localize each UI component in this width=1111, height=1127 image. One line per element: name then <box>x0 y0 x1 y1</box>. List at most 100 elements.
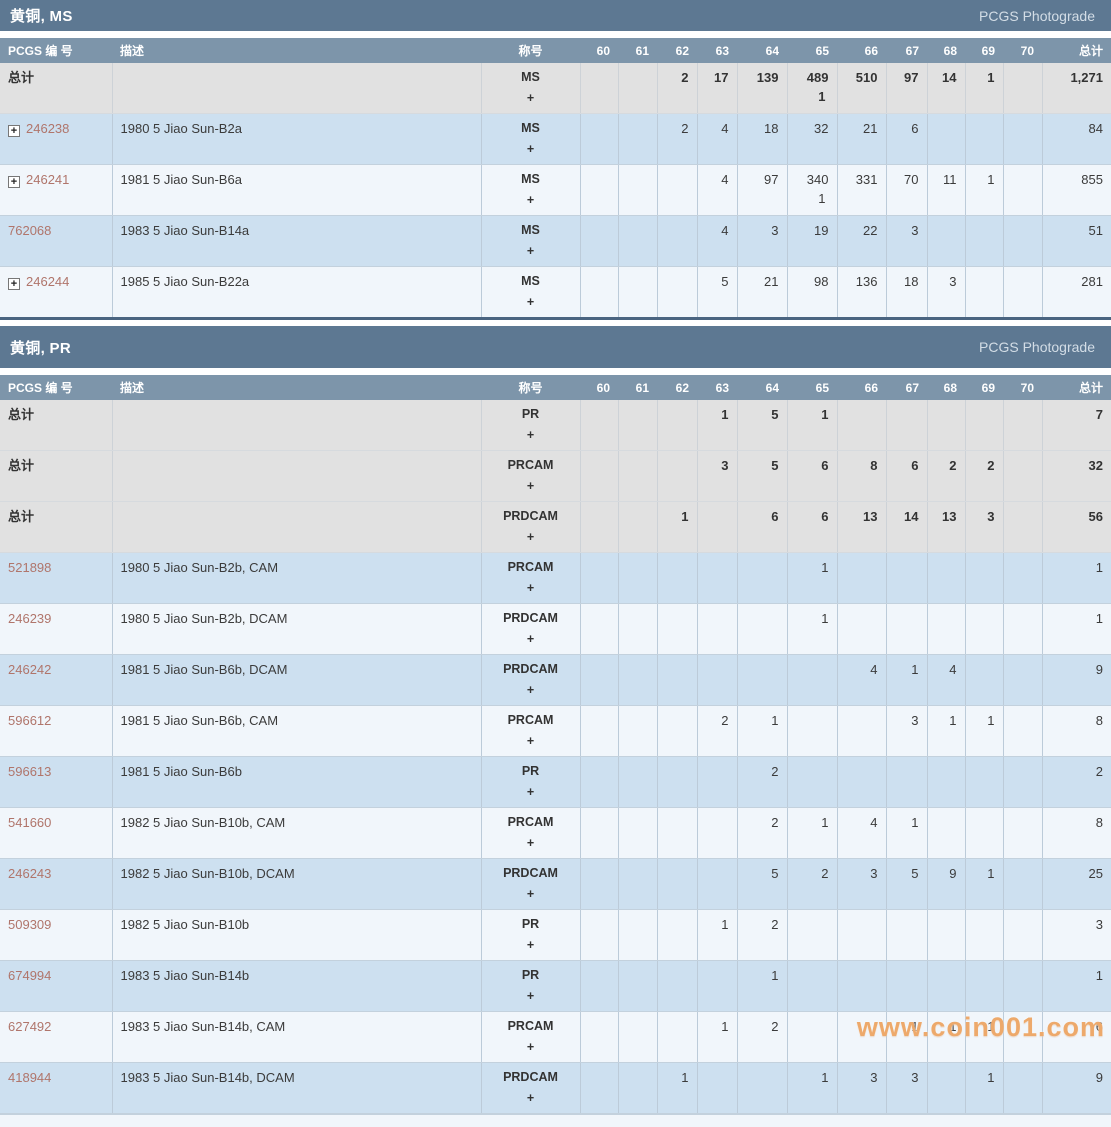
pcgs-number-link[interactable]: 627492 <box>8 1019 52 1034</box>
grade-cell-63 <box>697 858 738 910</box>
grade-cell-65: 1 <box>787 552 838 604</box>
pcgs-number-link[interactable]: 521898 <box>8 560 52 575</box>
row-total-cell: 32 <box>1042 450 1111 502</box>
pcgs-number-link[interactable]: 246241 <box>26 172 70 187</box>
grade-cell-62 <box>657 807 698 859</box>
grade-cell-66: 136 <box>837 266 887 319</box>
description-cell: 1982 5 Jiao Sun-B10b, CAM <box>112 807 482 859</box>
grade-cell-67: 97 <box>886 63 928 114</box>
grade-cell-63 <box>697 603 738 655</box>
pcgs-number-cell: 509309 <box>0 909 113 961</box>
photograde-label: PCGS Photograde <box>979 339 1095 355</box>
grade-cell-69 <box>965 400 1004 451</box>
pcgs-number-link[interactable]: 246238 <box>26 121 70 136</box>
grade-cell-64: 5 <box>737 858 788 910</box>
grade-count: 1 <box>949 1019 957 1034</box>
designation-cell: PR + <box>481 960 581 1012</box>
grade-count: 2 <box>987 458 995 473</box>
pcgs-number-link[interactable]: 246243 <box>8 866 52 881</box>
designation-cell: MS + <box>481 63 581 114</box>
expand-icon[interactable]: + <box>8 176 20 188</box>
expand-icon[interactable]: + <box>8 125 20 137</box>
grade-count: 8 <box>870 458 878 473</box>
grade-count: 331 <box>855 172 878 187</box>
column-header-grade-66: 66 <box>837 38 886 63</box>
grade-cell-65: 1 <box>787 1062 838 1114</box>
grade-count: 5 <box>771 866 779 881</box>
grade-cell-67: 1 <box>886 807 928 859</box>
column-header-grade-69: 69 <box>965 38 1003 63</box>
grade-count: 4 <box>949 662 957 677</box>
designation-plus: + <box>526 479 535 493</box>
pcgs-number-link[interactable]: 418944 <box>8 1070 52 1085</box>
designation-cell: PRCAM + <box>481 807 581 859</box>
grade-cell-62 <box>657 654 698 706</box>
grade-cell-63: 17 <box>697 63 738 114</box>
grade-cell-60 <box>580 215 619 267</box>
column-header-grade-62: 62 <box>657 38 697 63</box>
pcgs-number-link[interactable]: 541660 <box>8 815 52 830</box>
grade-cell-65 <box>787 654 838 706</box>
table-row: +246244 1985 5 Jiao Sun-B22a MS +5 21 98 136 18… <box>0 266 1111 319</box>
grade-cell-68: 1 <box>927 1011 966 1063</box>
expand-icon[interactable]: + <box>8 278 20 290</box>
grade-cell-62: 1 <box>657 1062 698 1114</box>
grade-count: 5 <box>911 866 919 881</box>
grade-cell-64 <box>737 603 788 655</box>
grade-cell-65: 6 <box>787 450 838 502</box>
total-label-cell: 总计 <box>0 450 113 502</box>
row-total-cell: 855 <box>1042 164 1111 216</box>
grade-count: 2 <box>771 917 779 932</box>
grade-count: 6 <box>771 509 779 524</box>
grade-count: 3 <box>911 223 919 238</box>
grade-cell-65: 98 <box>787 266 838 319</box>
grade-cell-63: 1 <box>697 1011 738 1063</box>
pcgs-number-link[interactable]: 509309 <box>8 917 52 932</box>
designation-grade: PRCAM <box>507 815 554 829</box>
grade-count: 17 <box>714 70 729 85</box>
grade-cell-64: 6 <box>737 501 788 553</box>
grade-cell-61 <box>618 164 658 216</box>
row-total-cell: 1 <box>1042 603 1111 655</box>
total-row: 总计 PRDCAM +1 6 6 13 14 13 3 56 <box>0 501 1111 553</box>
pcgs-number-link[interactable]: 674994 <box>8 968 52 983</box>
grade-count: 6 <box>911 458 919 473</box>
pcgs-number-link[interactable]: 596613 <box>8 764 52 779</box>
grade-cell-61 <box>618 215 658 267</box>
grade-cell-65: 2 <box>787 858 838 910</box>
pcgs-number-link[interactable]: 246242 <box>8 662 52 677</box>
designation-cell: PR + <box>481 909 581 961</box>
pcgs-number-cell: 521898 <box>0 552 113 604</box>
grade-cell-64: 3 <box>737 215 788 267</box>
row-total-cell: 7 <box>1042 400 1111 451</box>
pcgs-number-link[interactable]: 596612 <box>8 713 52 728</box>
designation-grade: MS <box>521 274 540 288</box>
designation-cell: PRCAM + <box>481 705 581 757</box>
grade-cell-61 <box>618 266 658 319</box>
description-cell: 1983 5 Jiao Sun-B14b <box>112 960 482 1012</box>
grade-cell-64 <box>737 552 788 604</box>
grade-cell-60 <box>580 603 619 655</box>
grade-cell-67 <box>886 400 928 451</box>
pcgs-number-link[interactable]: 246239 <box>8 611 52 626</box>
pcgs-number-link[interactable]: 246244 <box>26 274 70 289</box>
row-total-cell: 2 <box>1042 756 1111 808</box>
grade-count: 4 <box>870 662 878 677</box>
grade-cell-69 <box>965 807 1004 859</box>
grade-cell-64: 97 <box>737 164 788 216</box>
grade-count: 19 <box>814 223 829 238</box>
grade-cell-62 <box>657 215 698 267</box>
section-title: 黄铜, PR <box>10 339 71 357</box>
grade-cell-61 <box>618 756 658 808</box>
description-cell: 1982 5 Jiao Sun-B10b <box>112 909 482 961</box>
designation-cell: PR + <box>481 756 581 808</box>
pcgs-number-link[interactable]: 762068 <box>8 223 52 238</box>
row-total-cell: 281 <box>1042 266 1111 319</box>
designation-cell: PRDCAM + <box>481 858 581 910</box>
grade-cell-60 <box>580 400 619 451</box>
grade-cell-69 <box>965 960 1004 1012</box>
designation-grade: PRCAM <box>507 1019 554 1033</box>
grade-cell-63 <box>697 807 738 859</box>
grade-cell-67: 1 <box>886 1011 928 1063</box>
